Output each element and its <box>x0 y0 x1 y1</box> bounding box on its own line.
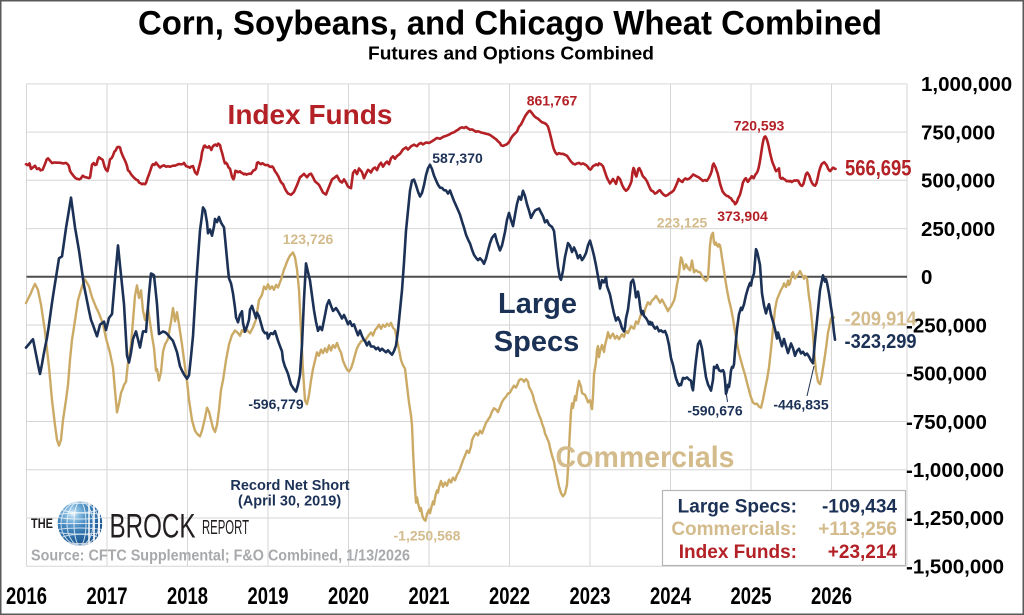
svg-text:0: 0 <box>921 266 932 289</box>
svg-text:2022: 2022 <box>489 583 530 610</box>
svg-text:Index Funds: Index Funds <box>228 99 393 130</box>
svg-text:-590,676: -590,676 <box>687 403 742 419</box>
svg-text:-1,000,000: -1,000,000 <box>906 459 1004 482</box>
svg-text:2024: 2024 <box>650 583 691 610</box>
svg-text:2018: 2018 <box>167 583 208 610</box>
svg-text:Large: Large <box>498 288 577 320</box>
svg-text:-1,250,568: -1,250,568 <box>394 528 461 544</box>
svg-text:2026: 2026 <box>811 583 852 610</box>
svg-text:123,726: 123,726 <box>283 231 334 247</box>
svg-text:Commercials:: Commercials: <box>671 519 797 540</box>
svg-text:THE: THE <box>31 516 53 531</box>
svg-text:Specs: Specs <box>494 326 579 358</box>
svg-text:-109,434: -109,434 <box>822 497 897 518</box>
svg-text:-323,299: -323,299 <box>845 331 917 353</box>
svg-text:2019: 2019 <box>248 583 289 610</box>
svg-text:750,000: 750,000 <box>921 121 995 144</box>
svg-text:720,593: 720,593 <box>734 118 785 134</box>
svg-text:2020: 2020 <box>328 583 369 610</box>
svg-text:373,904: 373,904 <box>717 208 768 224</box>
svg-text:-1,250,000: -1,250,000 <box>906 507 1004 530</box>
svg-text:2017: 2017 <box>87 583 128 610</box>
svg-text:Record Net Short: Record Net Short <box>230 478 349 494</box>
svg-text:Commercials: Commercials <box>556 441 735 474</box>
svg-text:Source: CFTC Supplemental; F&O: Source: CFTC Supplemental; F&O Combined,… <box>31 548 410 565</box>
svg-text:+113,256: +113,256 <box>818 519 897 540</box>
svg-text:587,370: 587,370 <box>432 150 483 166</box>
svg-text:223,125: 223,125 <box>657 215 708 231</box>
svg-text:1,000,000: 1,000,000 <box>921 73 1012 96</box>
svg-text:500,000: 500,000 <box>921 170 995 193</box>
svg-text:2021: 2021 <box>409 583 450 610</box>
svg-text:Corn, Soybeans, and Chicago Wh: Corn, Soybeans, and Chicago Wheat Combin… <box>138 5 882 43</box>
svg-text:-500,000: -500,000 <box>906 363 987 386</box>
svg-text:250,000: 250,000 <box>921 218 995 241</box>
svg-text:2023: 2023 <box>570 583 611 610</box>
svg-text:861,767: 861,767 <box>527 93 578 109</box>
svg-text:2016: 2016 <box>6 583 47 610</box>
svg-text:-250,000: -250,000 <box>906 314 987 337</box>
svg-text:2025: 2025 <box>731 583 772 610</box>
svg-text:566,695: 566,695 <box>845 156 912 181</box>
svg-text:-209,914: -209,914 <box>845 308 918 330</box>
svg-text:BROCK: BROCK <box>110 508 196 546</box>
svg-text:-596,779: -596,779 <box>248 396 303 412</box>
svg-text:(April 30, 2019): (April 30, 2019) <box>238 493 341 509</box>
svg-text:-750,000: -750,000 <box>906 411 987 434</box>
svg-text:Futures and Options Combined: Futures and Options Combined <box>368 43 654 64</box>
svg-text:Large Specs:: Large Specs: <box>678 497 797 518</box>
svg-text:REPORT: REPORT <box>202 517 249 539</box>
svg-text:-1,500,000: -1,500,000 <box>906 556 1004 579</box>
svg-text:+23,214: +23,214 <box>828 542 898 563</box>
svg-text:Index Funds:: Index Funds: <box>679 542 797 563</box>
svg-text:-446,835: -446,835 <box>773 396 828 412</box>
